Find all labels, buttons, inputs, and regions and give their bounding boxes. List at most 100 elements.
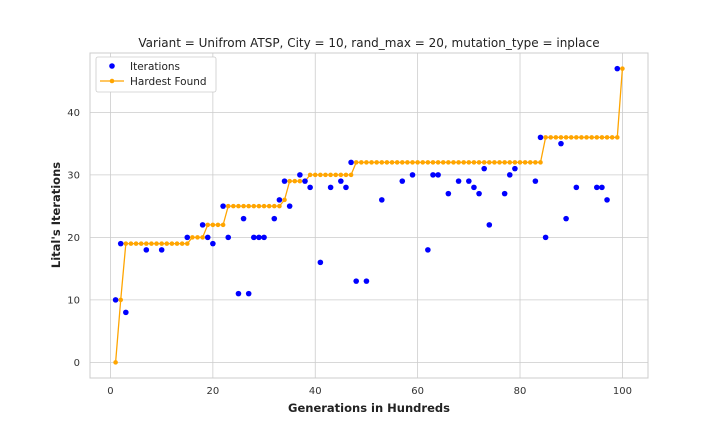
hardest-found-point [507, 160, 513, 165]
x-tick-label: 80 [514, 386, 527, 397]
hardest-found-point [159, 241, 164, 246]
iterations-point [117, 240, 124, 247]
hardest-found-point [548, 135, 554, 140]
hardest-found-point [502, 160, 507, 165]
hardest-found-point [144, 241, 149, 246]
iterations-point [501, 190, 508, 197]
y-tick-label: 30 [67, 170, 80, 181]
y-axis-title: Lital's Iterations [49, 162, 63, 268]
y-tick-label: 0 [74, 358, 80, 369]
hardest-found-point [282, 197, 287, 203]
hardest-found-point [487, 160, 492, 165]
iterations-point [235, 290, 242, 297]
x-tick-label: 60 [411, 386, 424, 397]
iterations-point [261, 234, 267, 241]
iterations-point [455, 178, 462, 184]
hardest-found-point [522, 160, 528, 165]
x-tick-label: 0 [107, 386, 113, 397]
hardest-found-point [594, 135, 600, 140]
iterations-point [481, 165, 487, 172]
iterations-point [558, 140, 564, 147]
iterations-point [271, 215, 278, 222]
iterations-point [123, 309, 129, 316]
hardest-found-point [318, 172, 323, 178]
hardest-found-point [323, 172, 328, 178]
hardest-found-point [435, 160, 441, 165]
iterations-series [112, 65, 621, 316]
iterations-point [286, 203, 293, 209]
hardest-found-point [558, 135, 564, 140]
iterations-point [307, 184, 313, 191]
iterations-point [220, 203, 226, 209]
iterations-point [210, 240, 216, 247]
hardest-found-point [359, 160, 364, 165]
hardest-found-point [476, 160, 482, 165]
hardest-found-point [205, 222, 211, 228]
x-tick-label: 20 [206, 386, 219, 397]
iterations-point [399, 178, 406, 184]
hardest-found-point [184, 241, 190, 246]
hardest-found-point [620, 66, 625, 71]
hardest-found-point [579, 135, 584, 140]
hardest-found-point [420, 160, 426, 165]
hardest-found-point [430, 160, 436, 165]
hardest-found-point [481, 160, 487, 165]
iterations-point [297, 172, 303, 178]
hardest-found-point [405, 160, 410, 165]
hardest-found-point [195, 235, 200, 240]
hardest-found-point [399, 160, 405, 165]
legend-iterations-marker [109, 63, 115, 69]
x-axis-title: Generations in Hundreds [288, 401, 450, 415]
hardest-found-point [379, 160, 385, 165]
hardest-found-point [215, 222, 221, 228]
hardest-found-point [609, 135, 615, 140]
hardest-found-point [169, 241, 175, 246]
hardest-found-point [543, 135, 548, 140]
hardest-found-point [568, 135, 574, 140]
hardest-found-point [200, 235, 205, 240]
iterations-point [112, 297, 119, 303]
hardest-found-point [410, 160, 415, 165]
hardest-found-point [451, 160, 456, 165]
hardest-found-point [614, 135, 620, 140]
hardest-found-point [328, 172, 333, 178]
hardest-found-point [497, 160, 502, 165]
iterations-point [563, 215, 569, 222]
hardest-found-point [338, 172, 344, 178]
x-tick-label: 100 [613, 386, 632, 397]
iterations-point [573, 184, 580, 191]
iterations-point [445, 190, 452, 197]
hardest-found-point [123, 241, 129, 246]
iterations-point [486, 222, 493, 228]
hardest-found-point [277, 203, 282, 209]
hardest-found-point [287, 178, 292, 184]
iterations-point [542, 234, 549, 241]
hardest-found-point [292, 178, 298, 184]
hardest-found-point [471, 160, 477, 165]
hardest-found-point [256, 203, 262, 209]
x-tick-labels: 0 20 40 60 80 100 [107, 386, 632, 397]
plot-border [89, 52, 649, 379]
iterations-point [506, 172, 513, 178]
iterations-point [604, 197, 610, 203]
hardest-found-point [538, 160, 543, 165]
legend-hardest-marker [109, 78, 115, 84]
iterations-point [435, 172, 441, 178]
iterations-point [251, 234, 257, 241]
hardest-found-point [369, 160, 374, 165]
hardest-found-point [246, 203, 251, 209]
hardest-found-point [384, 160, 390, 165]
hardest-found-point [307, 172, 313, 178]
hardest-found-point [118, 297, 124, 303]
y-tick-label: 20 [67, 233, 80, 244]
iterations-point [204, 234, 211, 241]
hardest-found-point [517, 160, 523, 165]
hardest-found-point [604, 135, 610, 140]
hardest-found-point [261, 203, 267, 209]
legend: Iterations Hardest Found [95, 56, 217, 93]
hardest-found-point [164, 241, 170, 246]
hardest-found-point [128, 241, 134, 246]
hardest-found-point [364, 160, 369, 165]
iterations-point [256, 234, 262, 241]
hardest-found-point [190, 235, 195, 240]
